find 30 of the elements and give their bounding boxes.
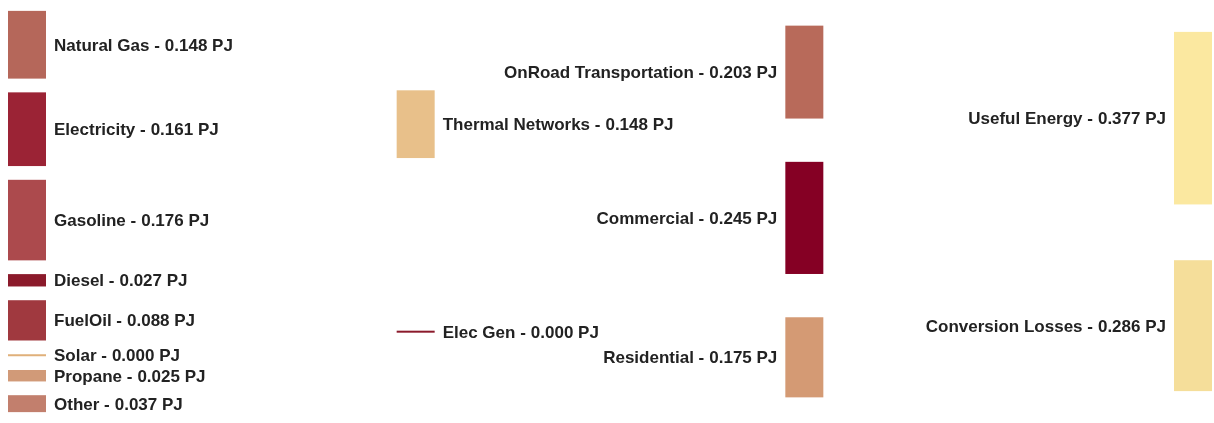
data-label: 0.175 PJ	[709, 348, 778, 368]
category-label: Thermal Networks -	[442, 115, 601, 135]
data-label: 0.161 PJ	[150, 120, 219, 140]
data-label: 0.025 PJ	[137, 366, 206, 386]
data-label: 0.286 PJ	[1097, 316, 1166, 336]
category-label: Solar -	[54, 346, 107, 366]
category-label: Diesel -	[54, 271, 115, 291]
data-label: 0.000 PJ	[530, 322, 599, 342]
data-label: 0.027 PJ	[119, 271, 188, 291]
data-label: 0.176 PJ	[141, 211, 210, 231]
category-label: Commercial -	[596, 208, 705, 228]
category-label: Conversion Losses -	[925, 316, 1093, 336]
category-label: Residential -	[603, 348, 705, 368]
category-label: OnRoad Transportation -	[504, 63, 705, 83]
data-label: 0.000 PJ	[111, 346, 180, 366]
category-label: Other -	[54, 394, 110, 414]
category-label: Useful Energy -	[968, 109, 1093, 129]
data-label: 0.088 PJ	[127, 311, 196, 331]
category-label: Electricity -	[54, 120, 146, 140]
category-label: Propane -	[54, 366, 133, 386]
data-label: 0.245 PJ	[709, 208, 778, 228]
category-label: Elec Gen -	[442, 322, 526, 342]
data-label: 0.203 PJ	[709, 63, 778, 83]
category-label: Natural Gas -	[54, 35, 160, 55]
data-label: 0.148 PJ	[164, 35, 233, 55]
category-label: FuelOil -	[54, 311, 122, 331]
data-label: 0.377 PJ	[1097, 109, 1166, 129]
category-label: Gasoline -	[54, 211, 137, 231]
data-label: 0.037 PJ	[114, 394, 183, 414]
data-label: 0.148 PJ	[605, 115, 674, 135]
